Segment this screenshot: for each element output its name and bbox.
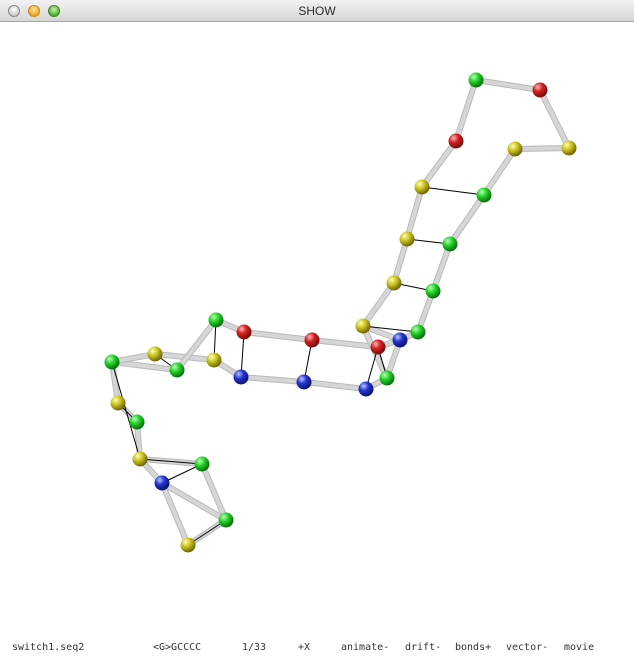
green-atom bbox=[104, 354, 120, 370]
backbone-bond bbox=[310, 338, 380, 349]
backbone-bond bbox=[482, 147, 517, 197]
backbone-bond bbox=[242, 330, 314, 342]
green-atom bbox=[425, 283, 441, 299]
green-atom bbox=[442, 236, 458, 252]
bonds-toggle[interactable]: bonds+ bbox=[455, 642, 492, 653]
green-atom bbox=[208, 312, 224, 328]
backbone-bond bbox=[513, 146, 571, 151]
yellow-atom bbox=[147, 346, 163, 362]
backbone-bond bbox=[538, 88, 571, 150]
green-atom bbox=[129, 414, 145, 430]
bond-layer bbox=[109, 77, 572, 548]
zoom-window-button[interactable] bbox=[48, 5, 60, 17]
yellow-atom bbox=[206, 352, 222, 368]
red-atom bbox=[236, 324, 252, 340]
backbone-bond bbox=[239, 375, 306, 384]
drift-toggle[interactable]: drift- bbox=[405, 642, 442, 653]
title-bar: SHOW bbox=[0, 0, 634, 22]
green-atom bbox=[169, 362, 185, 378]
blue-atom bbox=[154, 475, 170, 491]
animate-toggle[interactable]: animate- bbox=[341, 642, 390, 653]
base-pair-line bbox=[421, 186, 485, 196]
red-atom bbox=[304, 332, 320, 348]
backbone-bond bbox=[431, 242, 452, 293]
base-pair-line bbox=[362, 325, 419, 333]
green-atom bbox=[476, 187, 492, 203]
red-atom bbox=[448, 133, 464, 149]
backbone-bond bbox=[110, 360, 179, 372]
backbone-bond bbox=[420, 139, 458, 189]
minimize-window-button[interactable] bbox=[28, 5, 40, 17]
close-window-button[interactable] bbox=[8, 5, 20, 17]
blue-atom bbox=[392, 332, 408, 348]
backbone-bond bbox=[160, 481, 228, 522]
green-atom bbox=[194, 456, 210, 472]
yellow-atom bbox=[507, 141, 523, 157]
backbone-bond bbox=[405, 185, 424, 241]
yellow-atom bbox=[110, 395, 126, 411]
backbone-bond bbox=[361, 281, 396, 328]
sequence-label: <G>GCCCC bbox=[153, 642, 202, 653]
file-name-label: switch1.seq2 bbox=[12, 642, 85, 653]
window-title: SHOW bbox=[298, 4, 336, 18]
backbone-bond bbox=[200, 462, 228, 522]
status-bar: switch1.seq2 <G>GCCCC 1/33 +X animate- d… bbox=[0, 640, 634, 656]
green-atom bbox=[379, 370, 395, 386]
yellow-atom bbox=[180, 537, 196, 553]
yellow-atom bbox=[386, 275, 402, 291]
yellow-atom bbox=[355, 318, 371, 334]
backbone-bond bbox=[474, 78, 542, 92]
blue-atom bbox=[233, 369, 249, 385]
green-atom bbox=[410, 324, 426, 340]
vector-toggle[interactable]: vector- bbox=[506, 642, 549, 653]
blue-atom bbox=[358, 381, 374, 397]
base-pair-line bbox=[139, 458, 203, 465]
green-atom bbox=[218, 512, 234, 528]
movie-toggle[interactable]: movie bbox=[564, 642, 595, 653]
red-atom bbox=[370, 339, 386, 355]
backbone-bond bbox=[454, 78, 478, 143]
molecule-viewport[interactable] bbox=[0, 22, 634, 632]
backbone-bond bbox=[160, 481, 190, 547]
base-pair-line bbox=[187, 519, 227, 546]
blue-atom bbox=[296, 374, 312, 390]
yellow-atom bbox=[132, 451, 148, 467]
backbone-bond bbox=[392, 237, 409, 285]
frame-counter: 1/33 bbox=[242, 642, 267, 653]
atom-layer bbox=[104, 72, 577, 553]
yellow-atom bbox=[561, 140, 577, 156]
backbone-bond bbox=[302, 380, 368, 391]
red-atom bbox=[532, 82, 548, 98]
axis-toggle[interactable]: +X bbox=[298, 642, 311, 653]
yellow-atom bbox=[414, 179, 430, 195]
base-pair-line bbox=[240, 331, 245, 378]
backbone-bond bbox=[175, 318, 218, 372]
yellow-atom bbox=[399, 231, 415, 247]
green-atom bbox=[468, 72, 484, 88]
backbone-bond bbox=[448, 193, 486, 246]
